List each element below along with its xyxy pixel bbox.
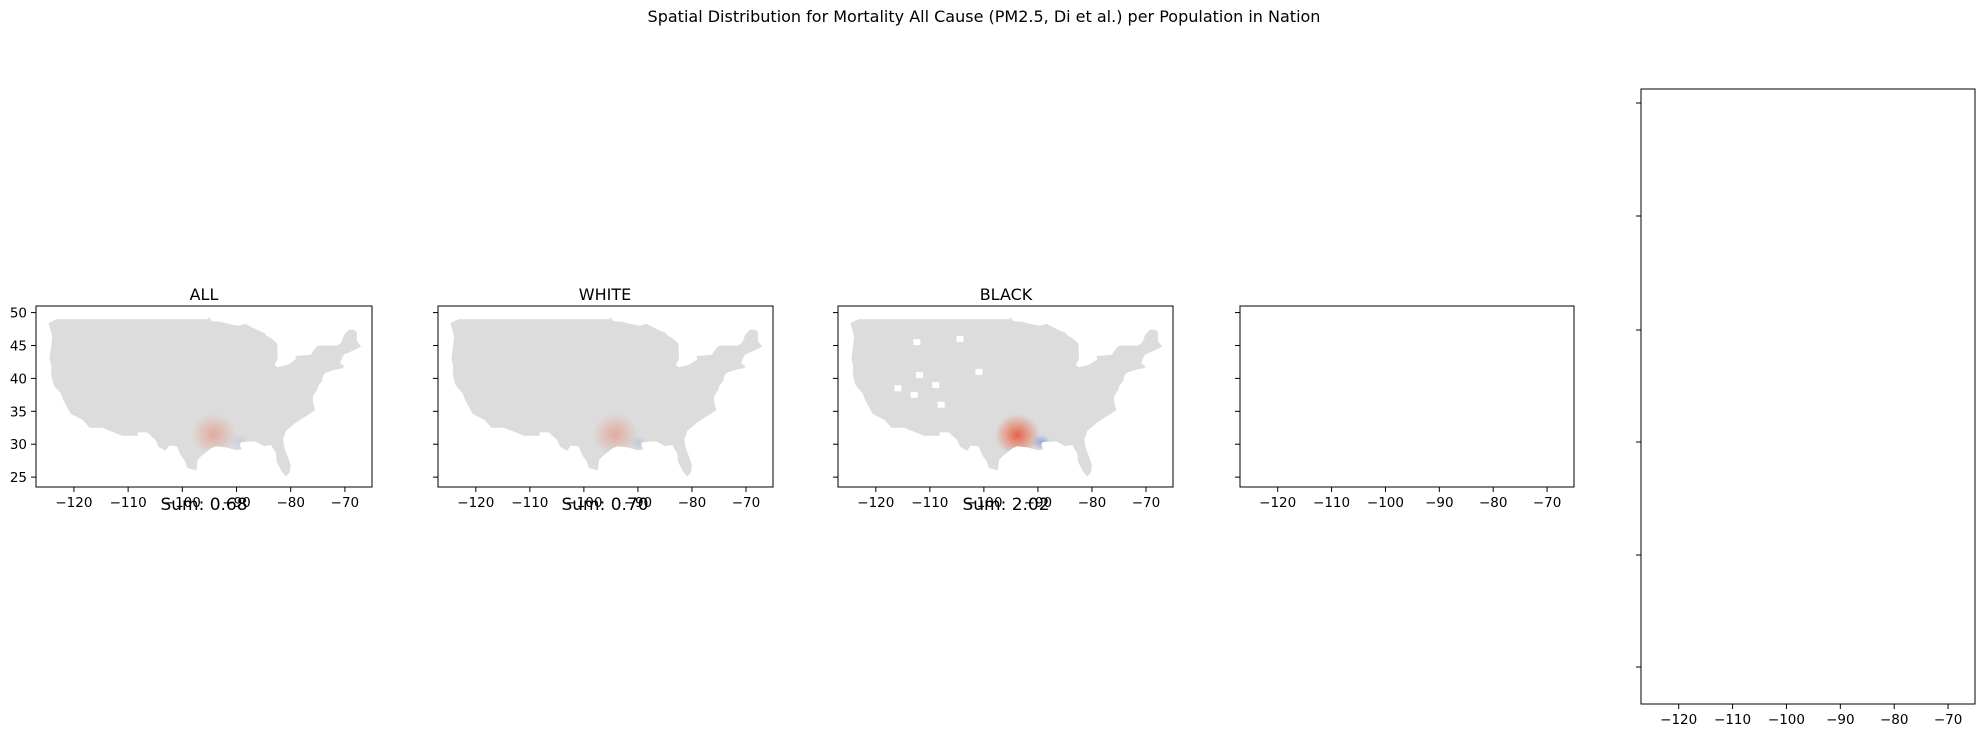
x-tick-label: −90 <box>1024 495 1053 511</box>
panel-frame <box>35 305 373 488</box>
panel-title: ALL <box>190 285 219 304</box>
chart-marks: −120 −110 −100 −90 −80 −70 25 30 35 40 45 50 −120 −11… <box>10 102 1963 728</box>
hotspot-positive <box>190 413 237 456</box>
x-tick-label: −80 <box>1078 495 1107 511</box>
x-tick-label: −110 <box>110 495 147 511</box>
missing-data-cell <box>937 401 945 408</box>
sum-label: Sum: 2.02 <box>962 495 1049 515</box>
x-tick-label: −70 <box>1132 495 1161 511</box>
x-tick-label: −120 <box>457 495 494 511</box>
sum-label: Sum: 0.70 <box>561 495 648 515</box>
x-tick-label: −70 <box>331 495 360 511</box>
x-tick-label: −120 <box>1259 495 1296 511</box>
hotspot-negative <box>1031 434 1051 451</box>
hotspot-negative <box>629 435 649 451</box>
panel-title: WHITE <box>579 285 631 304</box>
panel-all: ALL Sum: 0.68 <box>35 285 373 515</box>
x-tick-label: −110 <box>511 495 548 511</box>
figure-title: Spatial Distribution for Mortality All C… <box>648 7 1321 26</box>
x-tick-label: −90 <box>624 495 653 511</box>
x-tick-label: −100 <box>164 495 201 511</box>
missing-data-cell <box>956 335 964 342</box>
missing-data-cell <box>916 372 924 379</box>
us-land-shape <box>450 316 763 477</box>
x-tick-label: −90 <box>1425 495 1454 511</box>
panel-white: WHITE Sum: 0.70 <box>437 285 774 515</box>
x-tick-label: −100 <box>1367 495 1404 511</box>
x-tick-label: −110 <box>1714 712 1751 728</box>
y-tick-label: 50 <box>10 306 27 322</box>
x-tick-label: −70 <box>732 495 761 511</box>
x-tick-label: −90 <box>222 495 251 511</box>
panel-frame <box>437 305 774 488</box>
us-land-shape <box>850 316 1163 477</box>
x-tick-label: −80 <box>276 495 305 511</box>
panel-1-plot: −120 −110 −100 −90 −80 −70 <box>433 312 763 511</box>
panel-frame <box>1239 305 1575 488</box>
missing-data-cell <box>894 385 902 392</box>
x-tick-label: −80 <box>1479 495 1508 511</box>
missing-data-cell <box>910 391 918 398</box>
panel-2-plot: −120 −110 −100 −90 −80 −70 <box>833 312 1163 511</box>
y-tick-label: 30 <box>10 437 27 453</box>
missing-data-cell <box>932 381 940 388</box>
x-tick-label: −70 <box>1533 495 1562 511</box>
x-tick-label: −80 <box>1880 712 1909 728</box>
missing-data-cell <box>913 339 921 346</box>
panel-empty-2 <box>1640 88 1976 705</box>
x-tick-label: −90 <box>1826 712 1855 728</box>
sum-label: Sum: 0.68 <box>160 495 247 515</box>
y-tick-label: 35 <box>10 404 27 420</box>
hotspot-positive <box>592 413 638 456</box>
panel-title: BLACK <box>980 285 1033 304</box>
panel-empty-1 <box>1239 305 1575 488</box>
panel-frame <box>837 305 1174 488</box>
panel-black: BLACK Sum: 2.02 <box>837 285 1174 515</box>
panel-3-plot: −120 −110 −100 −90 −80 −70 <box>1235 312 1562 511</box>
y-tick-label: 25 <box>10 470 27 486</box>
missing-data-cell <box>975 368 983 375</box>
x-tick-label: −100 <box>1768 712 1805 728</box>
x-tick-label: −110 <box>1313 495 1350 511</box>
x-tick-label: −120 <box>55 495 92 511</box>
x-tick-label: −110 <box>911 495 948 511</box>
panel-frame <box>1640 88 1976 705</box>
y-tick-label: 40 <box>10 371 27 387</box>
us-land-shape <box>48 316 362 477</box>
hotspot-negative <box>228 433 249 450</box>
y-tick-label: 45 <box>10 338 27 354</box>
panel-0-plot: −120 −110 −100 −90 −80 −70 25 30 35 40 45 50 <box>10 306 362 511</box>
x-tick-label: −70 <box>1934 712 1963 728</box>
x-tick-label: −80 <box>678 495 707 511</box>
x-tick-label: −100 <box>965 495 1002 511</box>
hotspot-positive <box>994 413 1041 457</box>
x-tick-label: −120 <box>1660 712 1697 728</box>
x-tick-label: −120 <box>857 495 894 511</box>
panel-4-plot: −120 −110 −100 −90 −80 −70 <box>1636 102 1963 728</box>
x-tick-label: −100 <box>565 495 602 511</box>
